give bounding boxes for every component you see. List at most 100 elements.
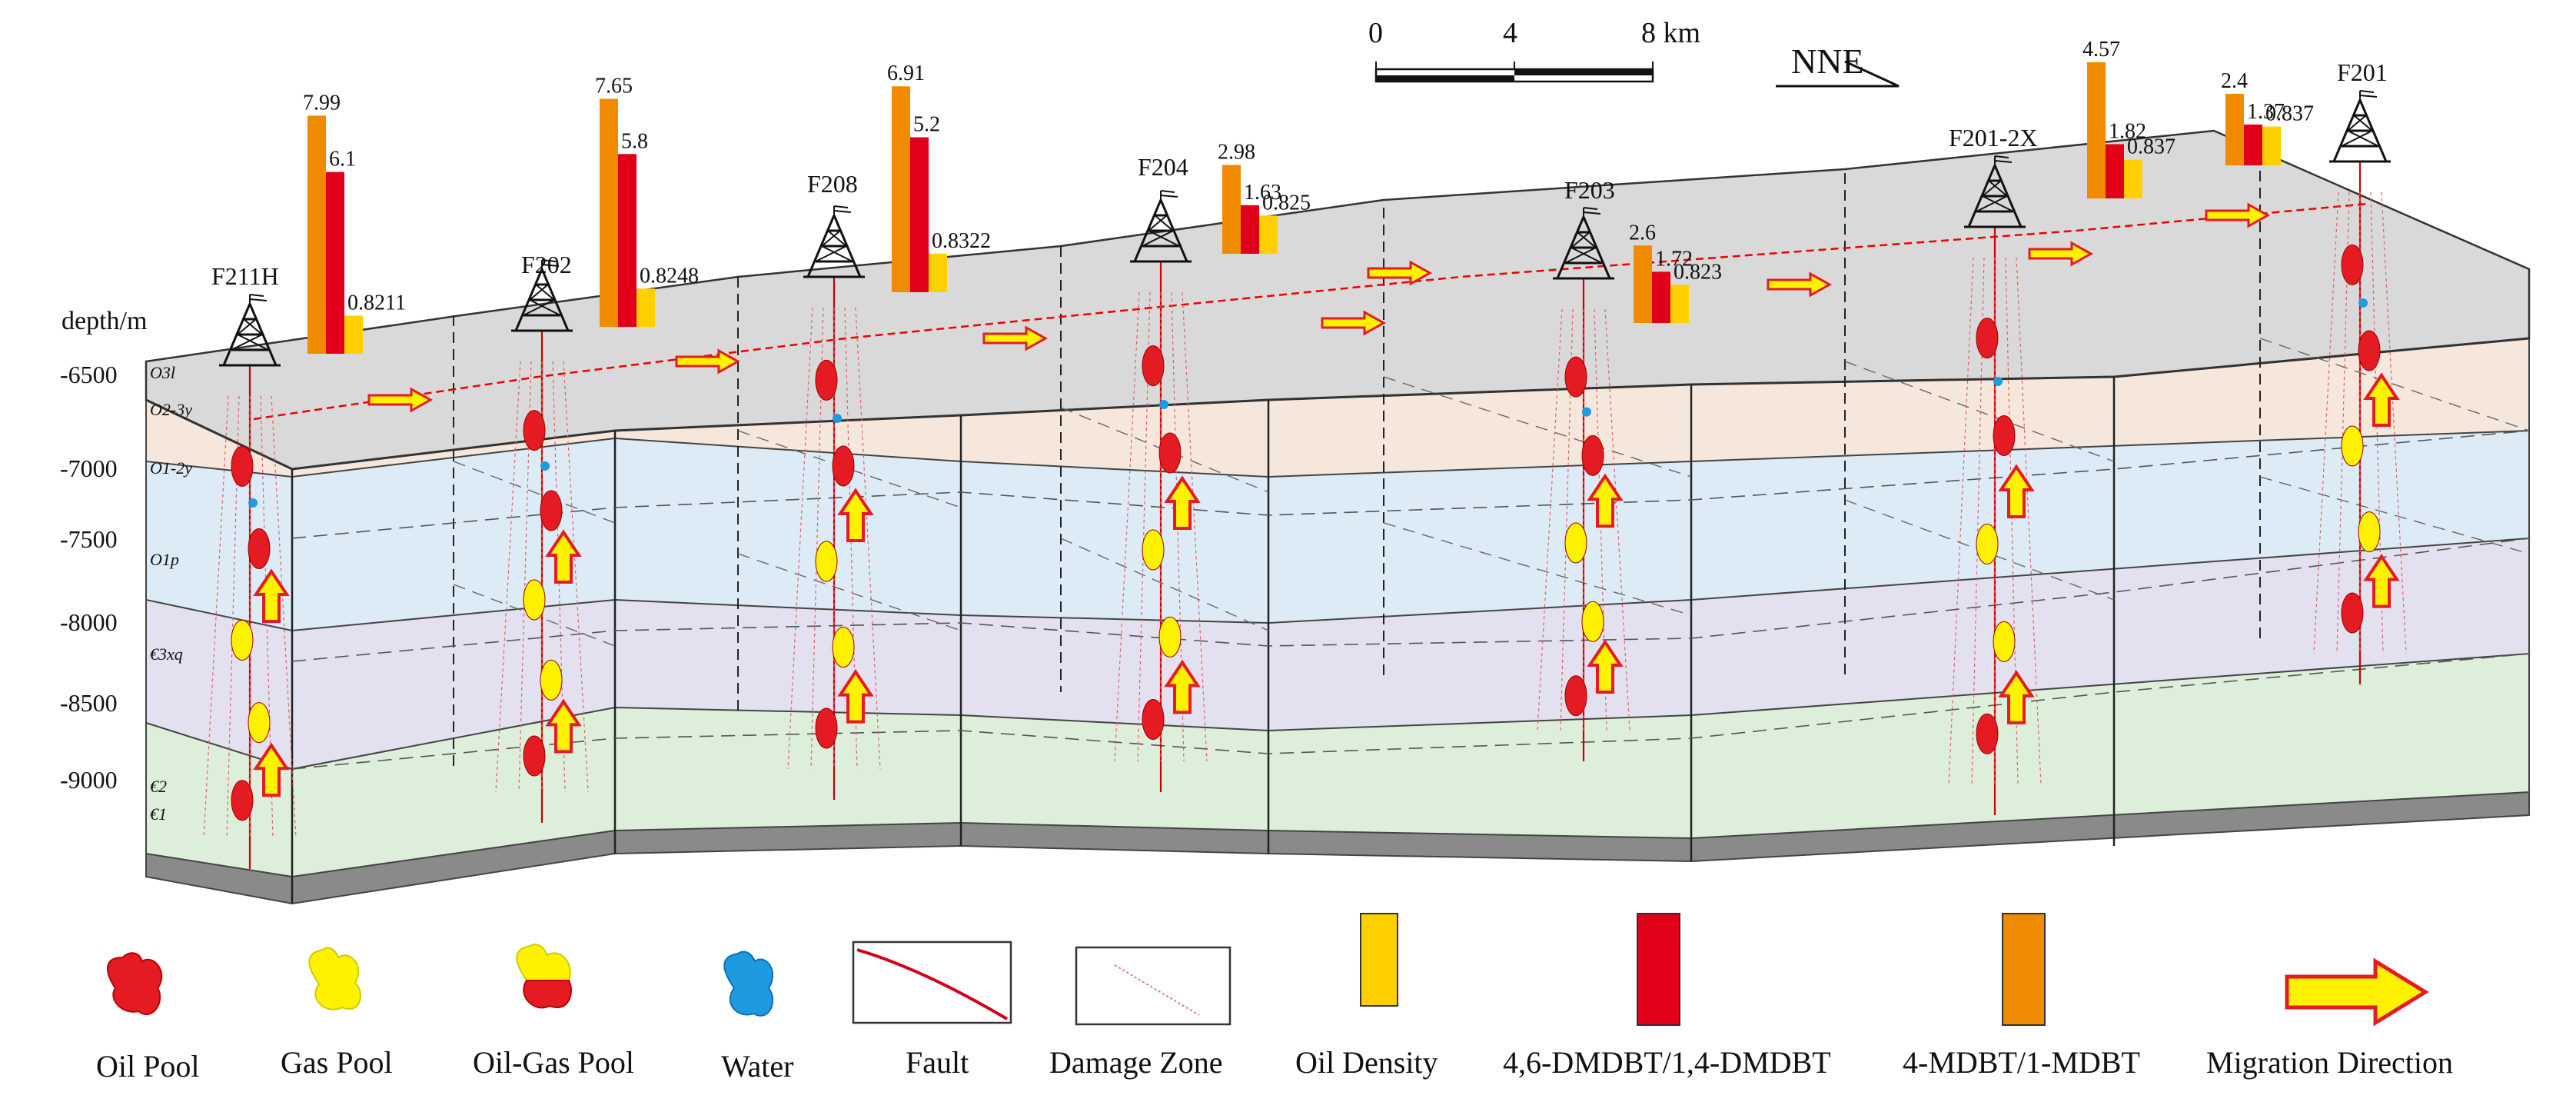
derrick-icon [2328,89,2392,163]
bar-value-label: 1.37 [2247,100,2285,124]
gas-pool [523,579,546,621]
legend-label: Oil-Gas Pool [473,1045,634,1080]
depth-tick: -6500 [60,361,118,388]
bar-oil-density [2124,159,2142,198]
bar-dmdbt [326,171,344,354]
bar-mdbt [1634,245,1652,323]
oil-pool [1564,356,1587,398]
well-bar-chart: 7.65 5.8 0.8248 [595,75,699,327]
migration-arrow [1164,475,1201,530]
legend-mdbt: 4-MDBT/1-MDBT [1903,913,2140,1080]
migration-arrow [253,568,290,623]
bar-mdbt [600,98,618,327]
bar-oil-density [2262,126,2281,165]
migration-arrow [2028,241,2094,267]
damage-zone-line [518,361,532,793]
bar-mdbt [2225,94,2244,165]
gas-pool [832,627,855,668]
legend-dmdbt: 4,6-DMDBT/1,4-DMDBT [1503,913,1831,1080]
migration-arrow [982,325,1049,351]
well-bar-chart: 4.57 1.820.837 [2082,38,2175,198]
bar-value-label: 0.837 [2127,135,2175,159]
bar-mdbt [1222,165,1241,254]
legend-migration-direction: Migration Direction [2206,957,2453,1080]
bar-dmdbt [2244,124,2262,165]
legend-label: Migration Direction [2206,1045,2453,1080]
surface-migration-arrows [367,202,2271,413]
bar-value-label: 0.823 [1674,260,1722,284]
bar-value-label: 0.825 [1262,191,1311,215]
bar-oil-density [1670,285,1689,323]
well-name: F201 [2337,58,2388,86]
depth-tick: -9000 [60,766,118,794]
well-bar-chart: 6.91 5.2 0.8322 [887,62,991,293]
legend-label: Fault [906,1045,969,1080]
scale-label-0: 0 [1368,17,1383,49]
oil-pool [231,445,254,487]
damage-zone-line [1537,308,1563,731]
oil-pool [2358,330,2381,371]
bar-dmdbt [2106,144,2124,198]
bar-value-label: 6.1 [329,148,356,171]
scale-label-4: 4 [1503,17,1517,49]
wells-layer: F211H F202 F208 F204 F203 F201-2X F201 [203,58,2407,869]
bar-dmdbt [910,137,929,292]
damage-zone-line [1114,291,1140,762]
well-bar-chart: 2.4 1.370.837 [2221,69,2314,165]
well-f203: F203 [1537,176,1630,761]
migration-arrow [1164,659,1201,714]
strata-labels: O3l O2-3y O1-2y O1p €3xq €2 €1 [150,363,192,824]
legend-damage-zone: Damage Zone [1049,946,1231,1080]
damage-zone-line [1182,291,1208,762]
legend-oil-gas-pool: Oil-Gas Pool [473,944,634,1080]
migration-path [253,202,2368,421]
water-marker [1582,407,1591,417]
oil-pool [2341,592,2364,634]
gas-pool [2358,511,2381,553]
derrick-icon [802,205,866,278]
migration-arrow [2205,202,2271,228]
oil-pool [248,528,271,569]
oil-pool [815,359,838,401]
oil-pool [231,780,254,821]
depth-tick: -8500 [60,689,118,717]
bar-value-label: 0.8211 [347,291,406,315]
bar-dmdbt [1241,205,1259,254]
migration-arrow [545,529,582,584]
bar-charts: 7.99 6.1 0.8211 7.65 5.8 0.8248 6.91 5.2 0.8322 2… [303,38,2314,354]
direction-label: NNE [1791,42,1864,81]
well-name: F204 [1138,153,1188,181]
well-name: F202 [521,251,572,278]
legend-oil-pool: Oil Pool [96,952,199,1084]
legend-gas-pool: Gas Pool [281,947,393,1080]
migration-arrow [1321,310,1387,336]
legend-label: 4-MDBT/1-MDBT [1903,1045,2140,1080]
bar-value-label: 5.8 [621,129,648,153]
migration-arrow [367,387,434,413]
oil-pool [1142,345,1165,387]
gas-pool [231,620,254,661]
bar-oil-density [929,253,947,292]
migration-arrow [545,698,582,754]
legend-label: Oil Density [1295,1045,1438,1080]
oil-pool [523,410,546,451]
depth-tick: -7500 [60,525,118,553]
legend-label: Oil Pool [96,1049,199,1084]
bar-oil-density [1259,215,1278,254]
water-marker [248,498,258,508]
stratum-label: O1p [150,550,179,569]
migration-arrow [1367,260,1433,286]
bar-value-label: 7.65 [595,75,633,98]
well-f201: F201 [2313,58,2407,684]
legend: Oil Pool Gas Pool Oil-Gas Pool Water Fau… [96,913,2453,1084]
stratum-label: O3l [150,363,175,382]
bar-value-label: 2.6 [1629,221,1656,245]
oil-pool [540,490,563,531]
depth-tick: -7000 [60,454,118,482]
migration-arrow [837,668,874,724]
gas-pool [248,702,271,744]
gas-pool [2341,425,2364,467]
water-marker [833,414,842,423]
well-name: F211H [211,262,279,290]
